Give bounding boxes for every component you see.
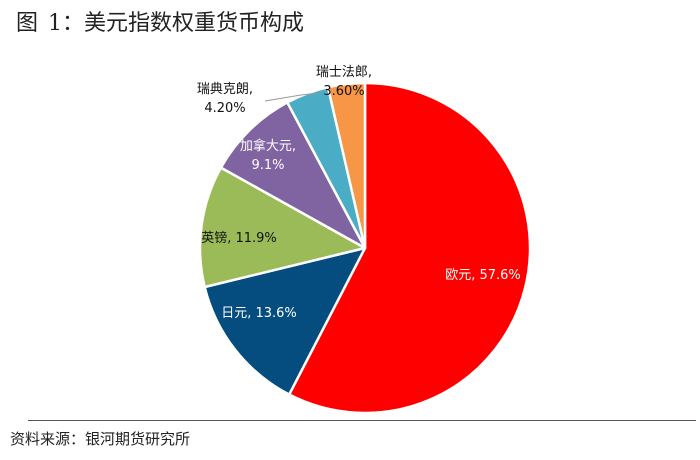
slice-label-jpy: 日元, 13.6% <box>221 306 297 321</box>
slice-label-sek-name: 瑞典克朗, <box>197 82 253 97</box>
figure-title-text: 美元指数权重货币构成 <box>84 11 305 36</box>
slice-label-gbp: 英镑, 11.9% <box>201 230 277 246</box>
source-note: 资料来源：银河期货研究所 <box>10 430 191 448</box>
slice-eur <box>287 81 532 415</box>
slice-label-cad-name: 加拿大元, <box>240 138 296 154</box>
figure-prefix: 图 <box>16 11 39 36</box>
slice-label-sek-value: 4.20% <box>204 101 245 116</box>
figure-number: 1： <box>48 11 85 36</box>
slice-label-chf-name: 瑞士法郎, <box>316 65 372 80</box>
slice-label-eur: 欧元, 57.6% <box>445 268 521 283</box>
chart-title: 图 1：美元指数权重货币构成 <box>16 8 304 40</box>
leader-line-sek <box>264 92 319 102</box>
slice-gbp <box>198 166 367 289</box>
leader-lines <box>264 92 319 102</box>
slice-chf <box>326 81 367 250</box>
slice-label-cad-value: 9.1% <box>251 158 284 173</box>
slice-jpy <box>203 246 367 396</box>
pie-slices <box>198 81 532 415</box>
pie-chart: 欧元, 57.6% 日元, 13.6% 英镑, 11.9% 加拿大元, 9.1%… <box>197 65 532 415</box>
slice-cad <box>219 101 367 250</box>
slice-labels: 欧元, 57.6% 日元, 13.6% 英镑, 11.9% 加拿大元, 9.1%… <box>197 65 521 321</box>
slice-label-chf-value: 3.60% <box>323 84 364 99</box>
source-divider <box>28 420 696 421</box>
